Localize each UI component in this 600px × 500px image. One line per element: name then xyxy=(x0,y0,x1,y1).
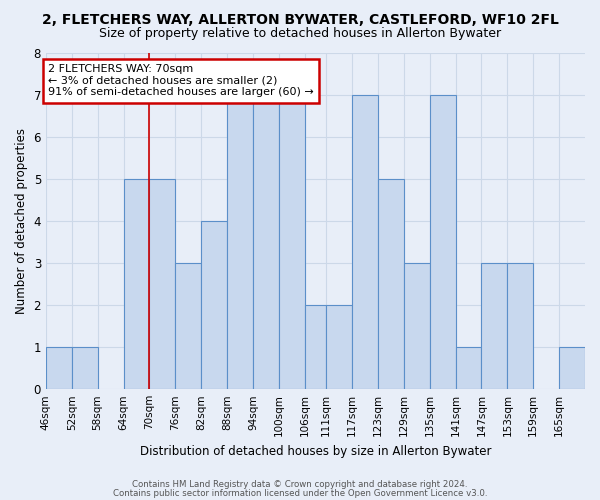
Bar xyxy=(227,94,253,389)
Bar xyxy=(378,179,404,389)
X-axis label: Distribution of detached houses by size in Allerton Bywater: Distribution of detached houses by size … xyxy=(140,444,491,458)
Text: 2, FLETCHERS WAY, ALLERTON BYWATER, CASTLEFORD, WF10 2FL: 2, FLETCHERS WAY, ALLERTON BYWATER, CAST… xyxy=(41,12,559,26)
Bar xyxy=(326,305,352,389)
Bar xyxy=(279,94,305,389)
Text: Size of property relative to detached houses in Allerton Bywater: Size of property relative to detached ho… xyxy=(99,28,501,40)
Bar xyxy=(201,221,227,389)
Text: Contains public sector information licensed under the Open Government Licence v3: Contains public sector information licen… xyxy=(113,488,487,498)
Bar xyxy=(175,263,201,389)
Bar xyxy=(352,94,378,389)
Bar xyxy=(481,263,508,389)
Bar xyxy=(46,347,72,389)
Bar xyxy=(430,94,455,389)
Bar xyxy=(305,305,326,389)
Bar xyxy=(253,94,279,389)
Y-axis label: Number of detached properties: Number of detached properties xyxy=(15,128,28,314)
Bar xyxy=(149,179,175,389)
Text: Contains HM Land Registry data © Crown copyright and database right 2024.: Contains HM Land Registry data © Crown c… xyxy=(132,480,468,489)
Bar xyxy=(72,347,98,389)
Bar xyxy=(455,347,481,389)
Text: 2 FLETCHERS WAY: 70sqm
← 3% of detached houses are smaller (2)
91% of semi-detac: 2 FLETCHERS WAY: 70sqm ← 3% of detached … xyxy=(48,64,314,98)
Bar xyxy=(124,179,149,389)
Bar xyxy=(508,263,533,389)
Bar xyxy=(559,347,585,389)
Bar xyxy=(404,263,430,389)
